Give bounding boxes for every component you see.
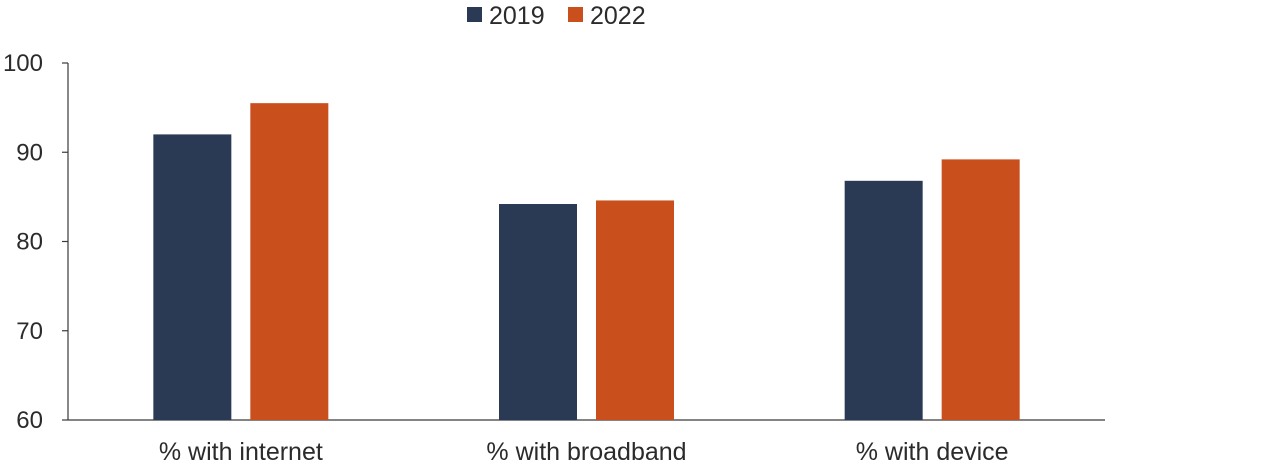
y-axis: 60 70 80 90 100 <box>3 50 69 434</box>
y-tick-label: 80 <box>16 229 43 256</box>
y-tick-label: 100 <box>3 50 43 77</box>
legend-swatch-2022 <box>568 7 583 22</box>
x-category-label: % with broadband <box>486 438 686 466</box>
x-axis: % with internet % with broadband % with de… <box>68 419 1105 466</box>
legend-label-2019: 2019 <box>489 2 545 30</box>
bar-2019-1 <box>153 134 232 420</box>
x-category-label: % with internet <box>159 438 323 466</box>
legend-swatch-2019 <box>467 7 482 22</box>
y-tick-label: 70 <box>16 318 43 345</box>
bar-2022-3 <box>941 159 1020 420</box>
bar-2019-3 <box>844 180 923 420</box>
y-tick-label: 60 <box>16 407 43 434</box>
bar-2022-2 <box>596 200 674 420</box>
bar-2022-1 <box>250 103 329 420</box>
legend: 2019 2022 <box>467 2 646 30</box>
x-category-label: % with device <box>856 438 1009 466</box>
bars <box>153 103 1020 420</box>
legend-label-2022: 2022 <box>590 2 646 30</box>
y-tick-label: 90 <box>16 139 43 166</box>
bar-2019-2 <box>499 204 577 420</box>
